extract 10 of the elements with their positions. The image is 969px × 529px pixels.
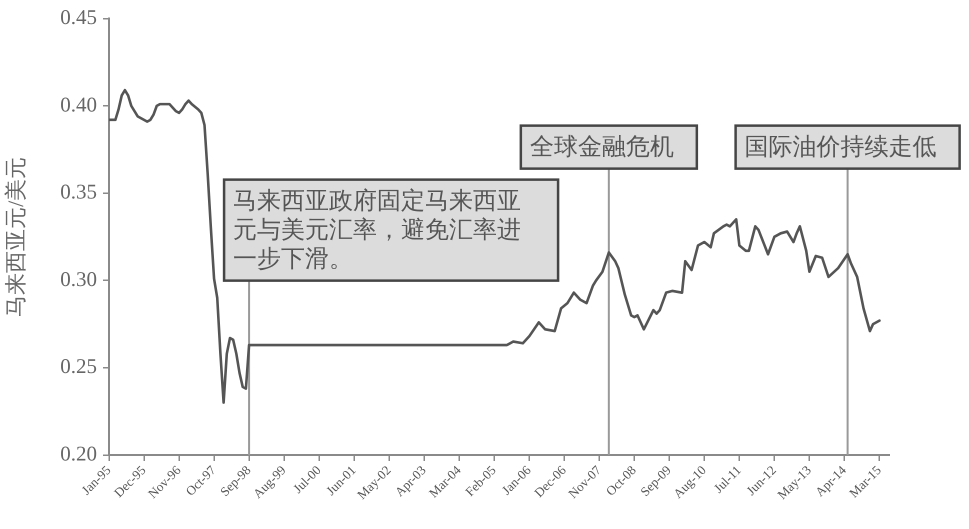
y-tick-label: 0.35	[60, 180, 97, 204]
ref-line-label: 马来西亚政府固定马来西亚元与美元汇率，避免汇率进一步下滑。	[233, 187, 522, 272]
y-tick-label: 0.30	[60, 266, 97, 291]
y-tick-label: 0.40	[60, 92, 97, 116]
y-tick-label: 0.20	[60, 442, 97, 466]
ref-line-label: 国际油价持续走低	[744, 134, 937, 160]
y-tick-label: 0.25	[60, 354, 97, 378]
ref-line-label: 全球金融危机	[530, 134, 674, 160]
y-axis-title: 马来西亚元/美元	[2, 156, 28, 317]
y-tick-label: 0.45	[60, 5, 97, 30]
